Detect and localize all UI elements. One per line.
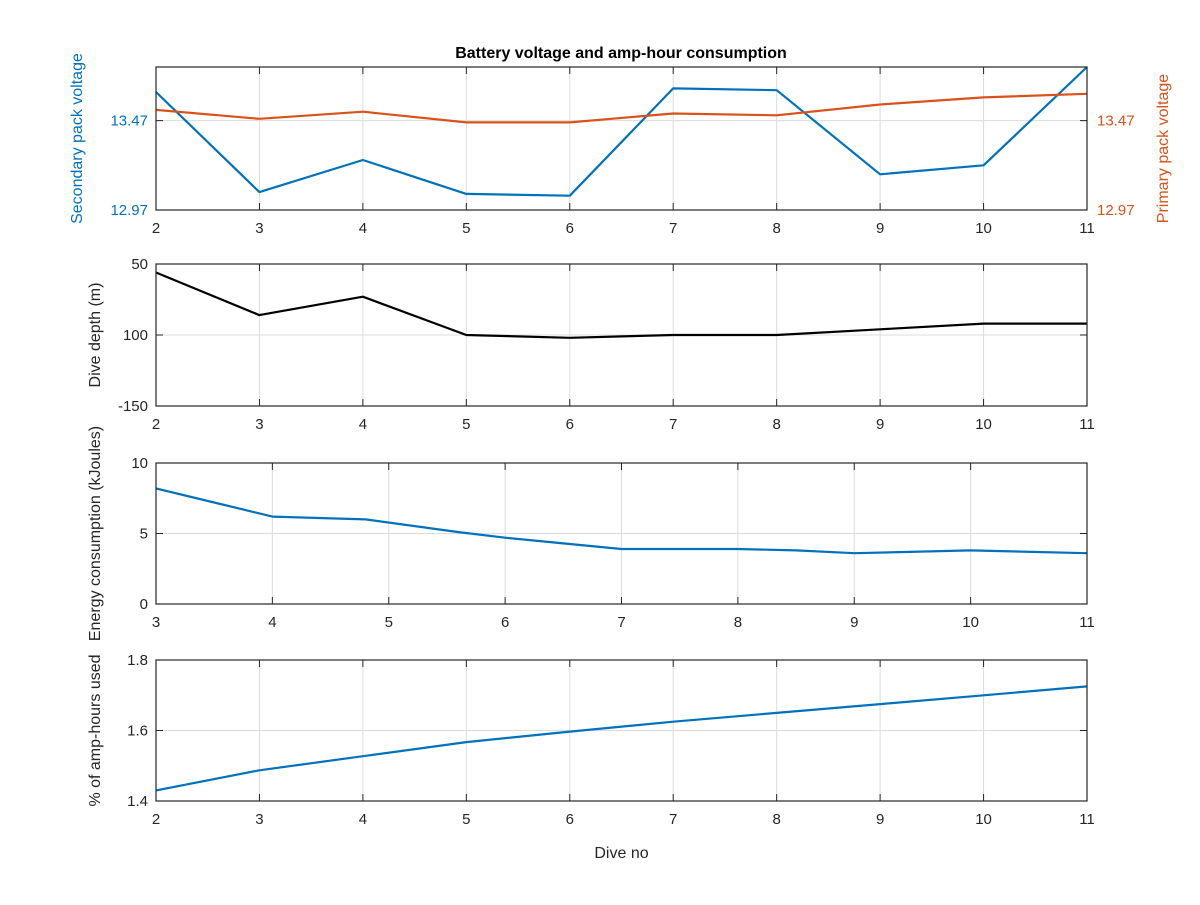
x-tick-label: 9 <box>876 220 884 237</box>
y-axis-title: % of amp-hours used <box>87 654 104 806</box>
right-y-axis-title: Primary pack voltage <box>1155 74 1172 223</box>
x-tick-label: 8 <box>772 811 780 828</box>
y-tick-label: 50 <box>131 256 148 273</box>
subplot-4: 2 3 4 5 6 7 8 9 10 11 1.4 1.6 1.8 % of amp-hours used… <box>87 652 1095 862</box>
axes-frame <box>155 66 1088 211</box>
series-line-1 <box>155 271 1087 339</box>
y-tick-label: 5 <box>140 526 148 543</box>
axes-frame <box>155 462 1088 605</box>
x-tick-label: 11 <box>1079 811 1095 828</box>
x-tick-label: 7 <box>669 220 677 237</box>
x-tick-label: 7 <box>669 811 677 828</box>
series-line-2 <box>155 92 1088 124</box>
x-tick-label: 3 <box>255 811 263 828</box>
x-tick-label: 6 <box>501 614 509 631</box>
x-tick-label: 6 <box>566 220 574 237</box>
subplot-2: 2 3 4 5 6 7 8 9 10 11 50 100 -150 Dive depth (m) <box>87 256 1095 433</box>
x-tick-label: 6 <box>566 416 574 433</box>
chart-title: Battery voltage and amp-hour consumption <box>455 45 787 62</box>
x-tick-label: 11 <box>1079 614 1095 631</box>
series-line-1 <box>155 685 1088 792</box>
y-axis-title: Secondary pack voltage <box>69 53 86 224</box>
x-tick-label: 4 <box>359 811 367 828</box>
x-tick-label: 10 <box>975 811 992 828</box>
x-tick-label: 4 <box>268 614 276 631</box>
x-tick-label: 9 <box>876 416 884 433</box>
y-axis-title: Dive depth (m) <box>87 283 104 388</box>
x-tick-label: 4 <box>359 416 367 433</box>
series-line-1 <box>155 66 1088 197</box>
x-tick-label: 10 <box>975 220 992 237</box>
y-tick-label: 100 <box>123 327 148 344</box>
x-tick-label: 11 <box>1079 220 1095 237</box>
x-tick-label: 8 <box>772 220 780 237</box>
x-tick-label: 3 <box>255 220 263 237</box>
y-axis-title: Energy consumption (kJoules) <box>87 426 104 641</box>
y-tick-label: 1.4 <box>127 793 148 810</box>
x-tick-label: 2 <box>152 811 160 828</box>
subplot-1: 2 3 4 5 6 7 8 9 10 1112.9713.4712.9713.47Secondar… <box>69 53 1172 237</box>
x-tick-label: 9 <box>876 811 884 828</box>
right-y-tick-label: 13.47 <box>1097 113 1135 130</box>
y-tick-label: 10 <box>131 455 148 472</box>
subplot-3: 3 4 5 6 7 8 9 10 11 0 5 10 Energy consumption (kJoul… <box>87 426 1095 641</box>
x-axis-title: Dive no <box>594 845 648 862</box>
x-tick-label: 7 <box>617 614 625 631</box>
right-y-tick-label: 12.97 <box>1097 202 1135 219</box>
x-tick-label: 5 <box>462 416 470 433</box>
x-tick-label: 5 <box>385 614 393 631</box>
y-tick-label: 12.97 <box>110 202 148 219</box>
x-tick-label: 2 <box>152 416 160 433</box>
y-tick-label: 13.47 <box>110 113 148 130</box>
x-tick-label: 8 <box>734 614 742 631</box>
x-tick-label: 10 <box>962 614 979 631</box>
axes-frame <box>155 263 1088 407</box>
x-tick-label: 8 <box>772 416 780 433</box>
axes-frame <box>155 659 1088 802</box>
x-tick-label: 9 <box>850 614 858 631</box>
x-tick-label: 6 <box>566 811 574 828</box>
x-tick-label: 3 <box>255 416 263 433</box>
y-tick-label: 1.8 <box>127 652 148 669</box>
x-tick-label: 3 <box>152 614 160 631</box>
x-tick-label: 7 <box>669 416 677 433</box>
x-tick-label: 2 <box>152 220 160 237</box>
x-tick-label: 4 <box>359 220 367 237</box>
x-tick-label: 10 <box>975 416 992 433</box>
y-tick-label: 1.6 <box>127 723 148 740</box>
x-tick-label: 5 <box>462 220 470 237</box>
x-tick-label: 11 <box>1079 416 1095 433</box>
x-tick-label: 5 <box>462 811 470 828</box>
series-line-1 <box>155 487 1088 555</box>
y-tick-label: 0 <box>140 596 148 613</box>
y-tick-label: -150 <box>118 398 148 415</box>
